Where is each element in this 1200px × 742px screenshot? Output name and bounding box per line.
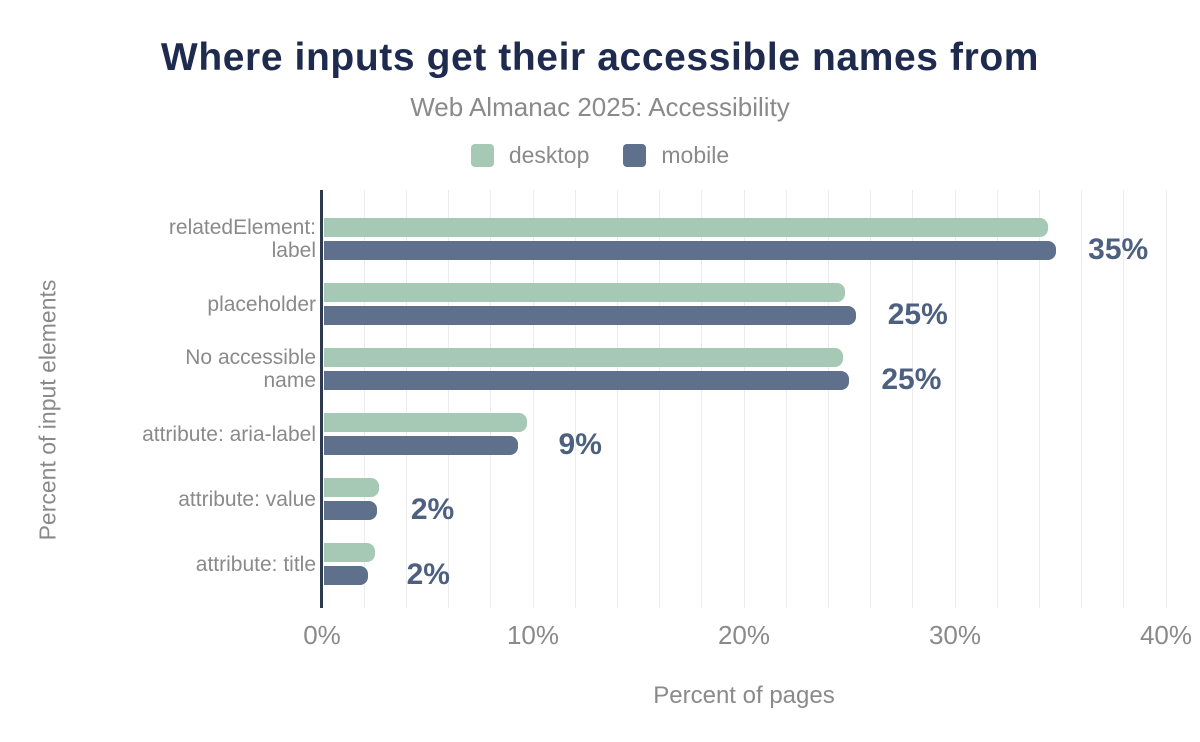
- bar-desktop: [324, 478, 379, 497]
- y-axis-title: Percent of input elements: [34, 279, 61, 541]
- y-category-labels: relatedElement: label placeholder No access…: [0, 190, 316, 608]
- x-tick-label: 20%: [717, 620, 771, 650]
- x-tick-label: 40%: [1139, 620, 1193, 650]
- gridline: [1081, 190, 1083, 608]
- value-label: 25%: [881, 363, 942, 396]
- value-label: 25%: [887, 298, 948, 331]
- legend-swatch-mobile: [623, 144, 647, 167]
- category-label: relatedElement: label: [168, 216, 316, 262]
- bar-mobile: [324, 566, 369, 585]
- gridline: [785, 190, 787, 608]
- bar-mobile: [324, 501, 377, 520]
- legend-label-desktop: desktop: [508, 142, 590, 168]
- legend: desktop mobile: [0, 142, 1200, 169]
- category-label: placeholder: [207, 292, 316, 316]
- value-label: 9%: [558, 428, 602, 461]
- bar-mobile: [324, 436, 519, 455]
- legend-item-desktop: desktop: [470, 142, 590, 169]
- x-axis-tick-labels: 0% 10% 20% 30% 40%: [303, 620, 1192, 650]
- value-label: 2%: [410, 493, 455, 526]
- category-label: attribute: title: [195, 552, 316, 576]
- gridline: [743, 190, 745, 608]
- gridline: [1123, 190, 1125, 608]
- bar-mobile: [324, 241, 1057, 260]
- gridline: [574, 190, 576, 608]
- value-label: 35%: [1088, 233, 1149, 266]
- gridline: [1038, 190, 1040, 608]
- bar-desktop: [324, 413, 527, 432]
- gridline: [363, 190, 365, 608]
- y-axis-line: [320, 190, 323, 608]
- category-label: attribute: value: [178, 487, 316, 511]
- gridline: [616, 190, 618, 608]
- gridline: [954, 190, 956, 608]
- x-tick-label: 30%: [928, 620, 982, 650]
- bar-desktop: [324, 543, 375, 562]
- category-label: No accessible name: [185, 346, 316, 392]
- bar-mobile: [324, 371, 850, 390]
- bar-desktop: [324, 348, 844, 367]
- gridline: [659, 190, 661, 608]
- gridline: [996, 190, 998, 608]
- category-label: attribute: aria-label: [142, 422, 316, 446]
- x-tick-label: 10%: [506, 620, 560, 650]
- gridline: [1165, 190, 1167, 608]
- plot-area: 35% 25% 25% 9% 2% 2%: [320, 190, 1167, 608]
- gridline: [870, 190, 872, 608]
- gridline: [532, 190, 534, 608]
- legend-label-mobile: mobile: [661, 142, 730, 168]
- bar-mobile: [324, 306, 856, 325]
- gridline: [912, 190, 914, 608]
- x-tick-label: 0%: [303, 620, 341, 650]
- gridline: [701, 190, 703, 608]
- legend-item-mobile: mobile: [623, 142, 729, 169]
- gridline: [490, 190, 492, 608]
- x-axis-title: Percent of pages: [653, 682, 835, 709]
- bar-desktop: [324, 283, 846, 302]
- gridline: [405, 190, 407, 608]
- gridline: [827, 190, 829, 608]
- bar-desktop: [324, 218, 1048, 237]
- legend-swatch-desktop: [470, 144, 494, 167]
- gridline: [448, 190, 450, 608]
- chart-title: Where inputs get their accessible names …: [160, 36, 1040, 79]
- chart-subtitle: Web Almanac 2025: Accessibility: [410, 92, 790, 122]
- value-label: 2%: [406, 558, 450, 591]
